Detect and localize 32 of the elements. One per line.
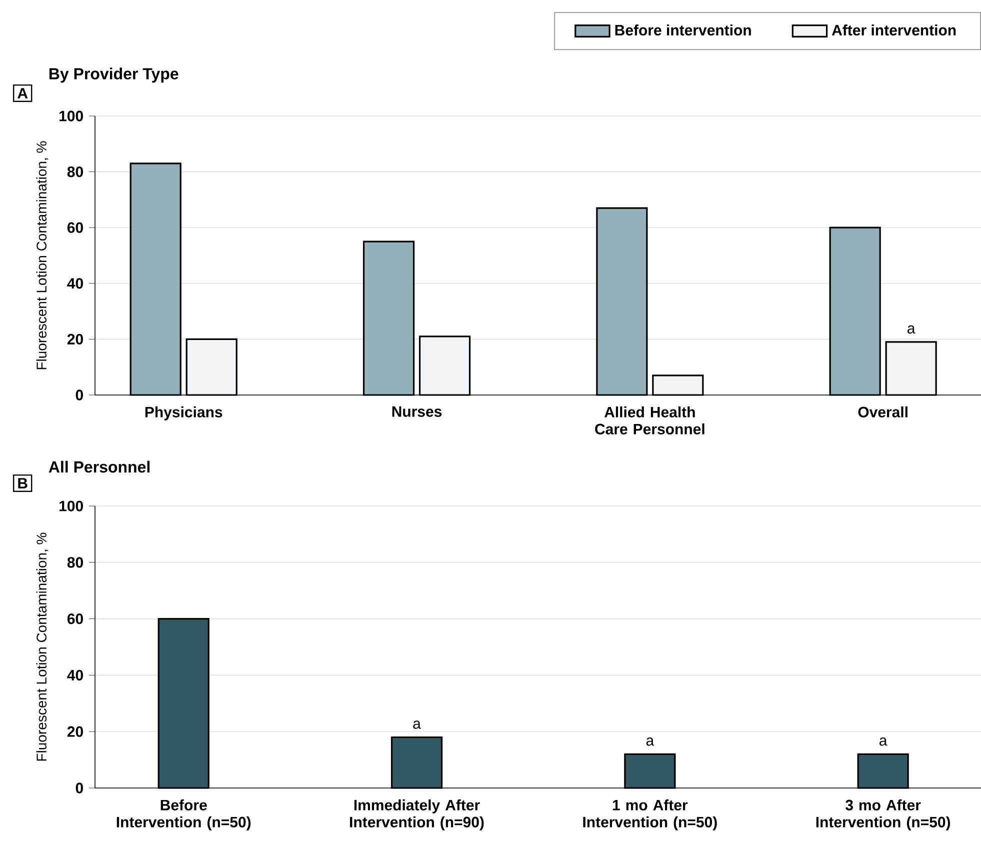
legend-label: Before intervention [615, 24, 751, 36]
chart-title: All Personnel [48, 460, 150, 473]
x-tick-label: Nurses [392, 406, 442, 417]
y-tick-label: 40 [67, 670, 83, 681]
y-tick-label: 80 [67, 166, 83, 178]
x-tick-label: Physicians [145, 406, 222, 420]
x-tick-label: Immediately After Intervention (n=90) [350, 799, 484, 830]
y-tick-label: 60 [67, 613, 83, 624]
y-tick-label: 60 [67, 222, 83, 233]
annotation: a [880, 738, 888, 746]
text: B [18, 478, 28, 488]
text: A [18, 88, 28, 98]
y-tick-label: 100 [60, 110, 83, 122]
y-axis-title: Fluorescent Lotion Contamination, % [36, 532, 48, 761]
annotation: a [908, 325, 916, 334]
x-tick-label: Overall [858, 406, 908, 418]
x-tick-label: Allied Health Care Personnel [595, 406, 704, 434]
chart-title: By Provider Type [49, 68, 178, 83]
legend-label: After intervention [832, 24, 956, 36]
x-tick-label: 3 mo After Intervention (n=50) [816, 799, 950, 830]
y-axis-title: Fluorescent Lotion Contamination, % [36, 141, 48, 370]
y-tick-label: 0 [76, 782, 83, 794]
y-tick-label: 20 [67, 726, 83, 737]
annotation: a [646, 738, 654, 746]
annotation: a [413, 720, 421, 729]
y-tick-label: 80 [67, 557, 83, 568]
x-tick-label: Before Intervention (n=50) [116, 799, 251, 830]
y-tick-label: 40 [67, 278, 83, 289]
y-tick-label: 20 [67, 334, 83, 345]
y-tick-label: 0 [76, 390, 83, 400]
x-tick-label: 1 mo After Intervention (n=50) [583, 799, 717, 830]
y-tick-label: 100 [60, 500, 83, 512]
